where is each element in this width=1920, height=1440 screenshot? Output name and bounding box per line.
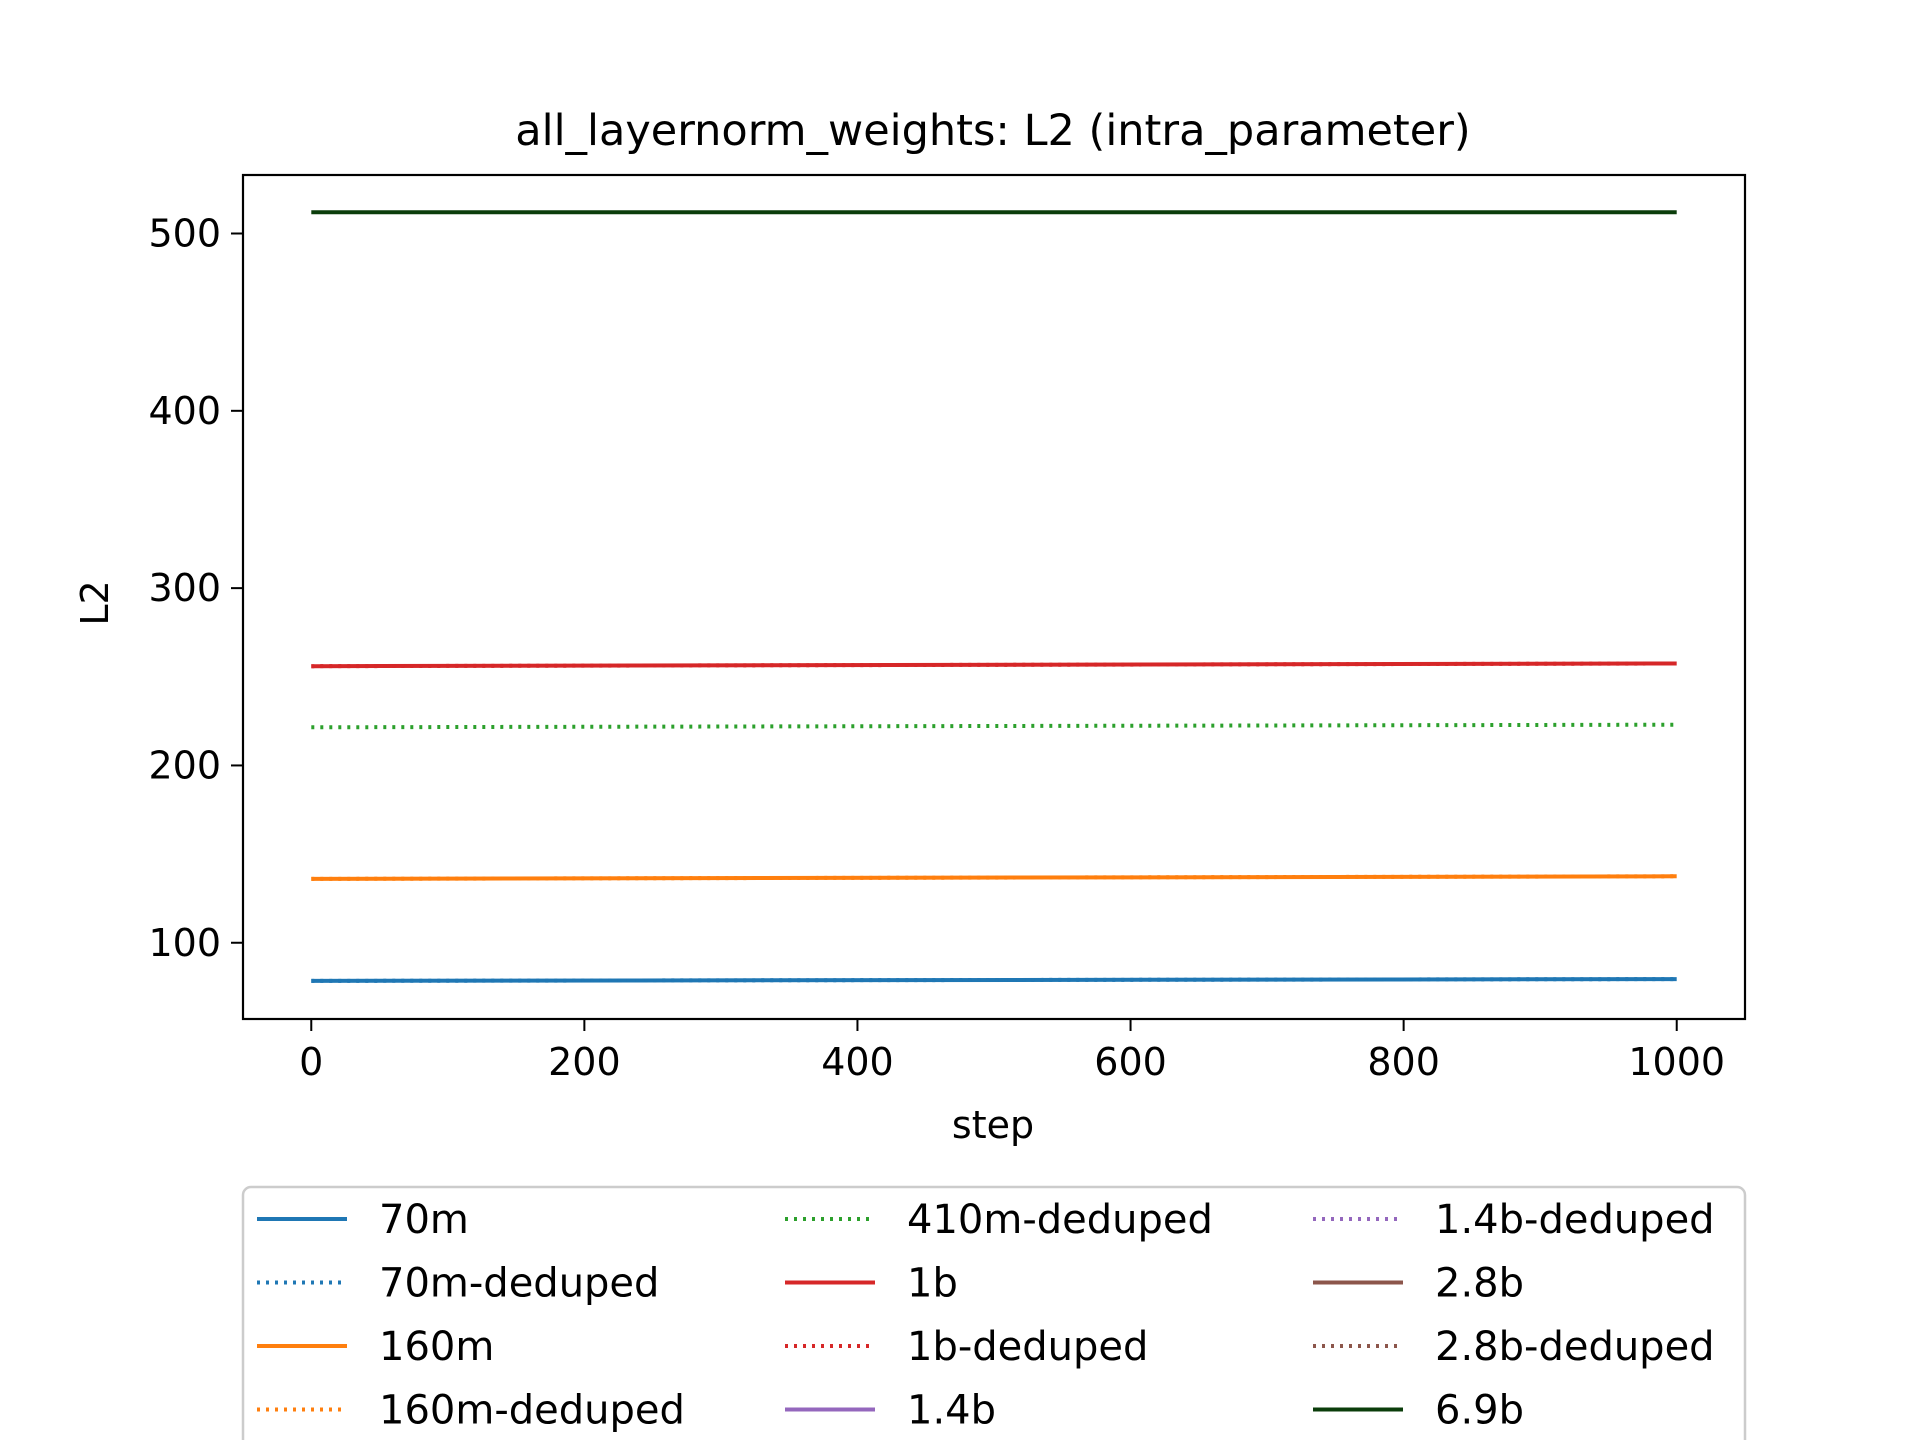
series-layer (311, 210, 1677, 983)
series-line-160m-deduped (311, 874, 1677, 881)
legend: 70m 70m-deduped 160m 160m-deduped 410m-dedup… (257, 1197, 1715, 1434)
x-axis: 0 200 400 600 800 1000 (299, 1019, 1725, 1084)
legend-label-70m: 70m (379, 1197, 469, 1243)
legend-box (241, 1185, 1747, 1440)
series-line-410m-deduped (311, 722, 1677, 730)
legend-label-6.9b: 6.9b (1435, 1388, 1524, 1434)
legend-label-1.4b: 1.4b (907, 1388, 996, 1434)
x-axis-label: step (952, 1103, 1034, 1147)
series-line-1b (311, 661, 1677, 669)
series-line-70m-deduped (311, 977, 1677, 983)
legend-label-1.4b-deduped: 1.4b-deduped (1435, 1197, 1715, 1243)
x-tick-label: 200 (548, 1040, 621, 1084)
chart-title: all_layernorm_weights: L2 (intra_paramet… (515, 106, 1470, 156)
y-tick-label: 200 (148, 743, 221, 787)
x-tick-label: 600 (1094, 1040, 1167, 1084)
y-tick-label: 400 (148, 389, 221, 433)
y-tick-label: 300 (148, 566, 221, 610)
legend-label-70m-deduped: 70m-deduped (379, 1261, 659, 1307)
plot-area (243, 175, 1745, 1019)
plot-frame (241, 173, 1747, 1021)
x-tick-label: 800 (1367, 1040, 1440, 1084)
legend-label-160m: 160m (379, 1324, 494, 1370)
y-tick-label: 500 (148, 212, 221, 256)
legend-label-2.8b: 2.8b (1435, 1261, 1524, 1307)
legend-label-1b-deduped: 1b-deduped (907, 1324, 1148, 1370)
series-line-160m (311, 874, 1677, 881)
series-line-70m (311, 977, 1677, 983)
legend-label-2.8b-deduped: 2.8b-deduped (1435, 1324, 1715, 1370)
x-tick-label: 0 (299, 1040, 323, 1084)
y-axis: 100 200 300 400 500 (148, 212, 243, 965)
y-tick-label: 100 (148, 921, 221, 965)
series-line-1b-deduped (311, 661, 1677, 669)
legend-label-160m-deduped: 160m-deduped (379, 1388, 685, 1434)
legend-label-1b: 1b (907, 1261, 958, 1307)
x-tick-label: 400 (821, 1040, 894, 1084)
x-tick-label: 1000 (1628, 1040, 1725, 1084)
legend-label-410m-deduped: 410m-deduped (907, 1197, 1213, 1243)
y-axis-label: L2 (73, 580, 117, 625)
